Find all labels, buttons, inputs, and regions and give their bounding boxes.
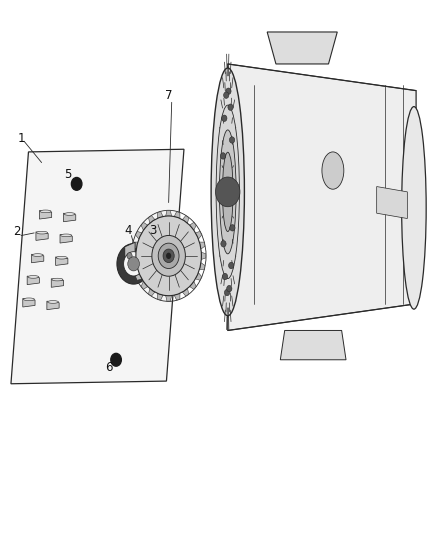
Ellipse shape	[56, 256, 67, 259]
Polygon shape	[36, 232, 48, 240]
Circle shape	[152, 236, 185, 276]
Circle shape	[229, 262, 234, 269]
Ellipse shape	[211, 68, 244, 316]
Circle shape	[215, 177, 240, 207]
Circle shape	[128, 257, 139, 271]
Text: 3: 3	[149, 224, 156, 237]
Circle shape	[71, 177, 82, 190]
Polygon shape	[267, 32, 337, 64]
Polygon shape	[166, 211, 172, 216]
Polygon shape	[132, 263, 138, 270]
Circle shape	[124, 252, 144, 276]
Polygon shape	[190, 281, 196, 289]
Polygon shape	[27, 276, 39, 285]
Ellipse shape	[216, 105, 240, 279]
Polygon shape	[280, 330, 346, 360]
Text: 2: 2	[13, 225, 21, 238]
Ellipse shape	[322, 152, 344, 189]
Polygon shape	[182, 288, 189, 296]
Circle shape	[230, 224, 235, 231]
Circle shape	[224, 92, 229, 99]
Polygon shape	[174, 293, 180, 300]
Ellipse shape	[36, 231, 48, 234]
Polygon shape	[148, 288, 155, 296]
Circle shape	[111, 353, 121, 366]
Ellipse shape	[60, 234, 72, 237]
Polygon shape	[39, 211, 52, 219]
Polygon shape	[56, 257, 68, 265]
Polygon shape	[182, 216, 189, 223]
Circle shape	[230, 180, 235, 186]
Circle shape	[223, 273, 228, 280]
Text: 1: 1	[17, 132, 25, 145]
Polygon shape	[64, 213, 76, 222]
Polygon shape	[195, 231, 201, 239]
Circle shape	[166, 253, 171, 259]
Polygon shape	[228, 64, 416, 330]
Polygon shape	[174, 212, 180, 219]
Circle shape	[220, 153, 226, 159]
Polygon shape	[157, 212, 163, 219]
Text: 5: 5	[64, 168, 71, 181]
Circle shape	[226, 285, 232, 292]
Text: 6: 6	[105, 361, 113, 374]
Polygon shape	[199, 263, 205, 270]
Circle shape	[158, 243, 179, 269]
Polygon shape	[125, 242, 135, 270]
Polygon shape	[166, 295, 172, 301]
Polygon shape	[190, 222, 196, 230]
Polygon shape	[23, 298, 35, 307]
Polygon shape	[136, 231, 142, 239]
Ellipse shape	[219, 130, 236, 254]
Circle shape	[228, 104, 233, 110]
Circle shape	[163, 249, 174, 263]
Ellipse shape	[23, 298, 35, 301]
Polygon shape	[132, 242, 138, 249]
Circle shape	[136, 216, 201, 296]
Polygon shape	[141, 222, 148, 230]
Circle shape	[230, 137, 235, 143]
Polygon shape	[199, 242, 205, 249]
Ellipse shape	[28, 276, 39, 278]
Polygon shape	[148, 216, 155, 223]
Polygon shape	[32, 254, 44, 263]
Ellipse shape	[402, 107, 426, 309]
Circle shape	[127, 253, 132, 259]
Polygon shape	[157, 293, 163, 300]
Circle shape	[221, 240, 226, 247]
Circle shape	[226, 88, 231, 94]
Polygon shape	[47, 301, 59, 310]
Polygon shape	[11, 149, 184, 384]
Circle shape	[224, 289, 230, 296]
Ellipse shape	[64, 213, 75, 215]
Circle shape	[220, 198, 226, 204]
Polygon shape	[131, 252, 136, 260]
Polygon shape	[141, 281, 148, 289]
Polygon shape	[51, 279, 64, 287]
Text: 4: 4	[124, 224, 132, 237]
Polygon shape	[377, 187, 407, 219]
Circle shape	[222, 115, 227, 122]
Ellipse shape	[52, 278, 63, 281]
Polygon shape	[136, 272, 142, 280]
Text: 7: 7	[165, 90, 173, 102]
Circle shape	[117, 244, 150, 284]
Ellipse shape	[40, 210, 51, 213]
Ellipse shape	[32, 254, 43, 256]
Polygon shape	[195, 272, 201, 280]
Polygon shape	[201, 252, 206, 260]
Ellipse shape	[223, 152, 233, 231]
Polygon shape	[60, 235, 72, 243]
Ellipse shape	[47, 301, 59, 303]
